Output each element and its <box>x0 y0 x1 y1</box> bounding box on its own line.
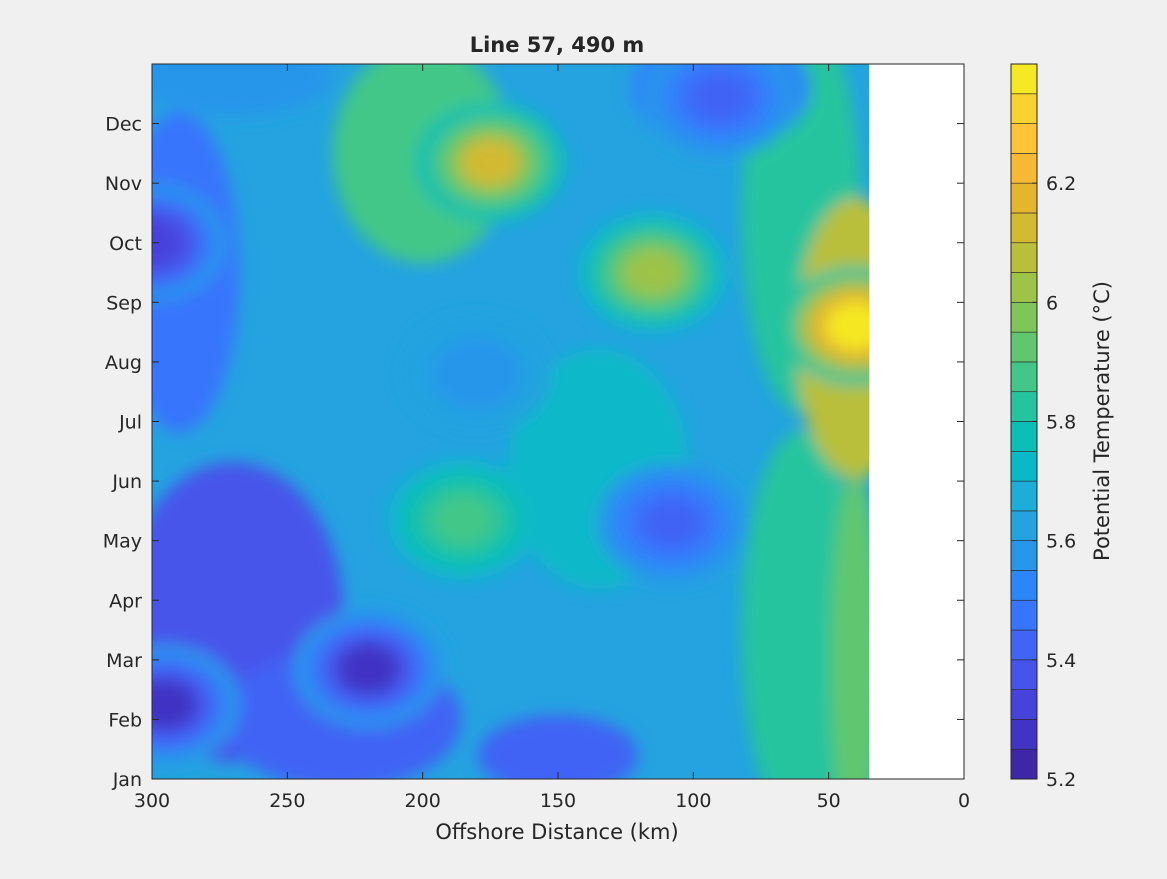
contour-features <box>152 64 870 779</box>
x-tick-label: 0 <box>958 790 970 812</box>
x-tick-label: 300 <box>134 790 170 812</box>
contour-feature-5-level-3 <box>433 495 494 544</box>
chart-title: Line 57, 490 m <box>470 33 645 57</box>
x-tick-label: 50 <box>817 790 841 812</box>
y-tick-label: Jun <box>111 471 142 493</box>
y-tick-label: Oct <box>109 233 142 255</box>
contour-feature-3-level-3 <box>460 138 521 187</box>
colorbar-segment <box>1010 510 1038 541</box>
y-tick-label: May <box>103 531 142 553</box>
colorbar-segment <box>1010 659 1038 690</box>
contour-feature-7-level-3 <box>446 349 507 398</box>
colorbar-tick-label: 5.6 <box>1046 531 1076 553</box>
contour-wash-6 <box>478 715 638 779</box>
colorbar-segment <box>1010 93 1038 124</box>
contour-feature-2-level-3 <box>338 644 399 693</box>
colorbar-segment <box>1010 331 1038 363</box>
x-tick-label: 100 <box>675 790 711 812</box>
x-axis: 300 250 200 150 100 50 0 <box>134 64 970 812</box>
colorbar-tick-label: 5.4 <box>1046 650 1076 672</box>
colorbar-segment <box>1010 391 1038 422</box>
colorbar-segment <box>1010 421 1038 452</box>
contour-wash-3 <box>830 469 870 779</box>
colorbar-segment <box>1010 480 1038 512</box>
x-tick-label: 250 <box>269 790 305 812</box>
colorbar-segment <box>1010 242 1038 273</box>
y-tick-label: Feb <box>108 709 142 731</box>
y-tick-label: Aug <box>105 352 142 374</box>
y-tick-label: Jul <box>118 412 142 434</box>
colorbar-tick-label: 6.2 <box>1046 173 1076 195</box>
colorbar-segment <box>1010 748 1038 780</box>
y-axis: Jan Feb Mar Apr May Jun Jul Aug Sep Oct Nov Dec <box>103 114 964 791</box>
contour-field <box>152 64 870 779</box>
colorbar-segment <box>1010 63 1038 95</box>
colorbar-segment <box>1010 361 1038 393</box>
colorbar-segment <box>1010 689 1038 720</box>
contour-feature-4-level-3 <box>622 248 683 297</box>
contour-feature-9-level-3 <box>690 72 751 121</box>
colorbar-segment <box>1010 272 1038 303</box>
colorbar-segment <box>1010 719 1038 750</box>
contour-feature-6-level-3 <box>641 498 702 547</box>
colorbar-segment <box>1010 182 1038 214</box>
colorbar-segment <box>1010 153 1038 184</box>
colorbar-tick-label: 5.8 <box>1046 412 1076 434</box>
x-tick-label: 150 <box>540 790 576 812</box>
colorbar-segment <box>1010 123 1038 154</box>
y-tick-label: Mar <box>106 650 142 672</box>
colorbar: 5.2 5.4 5.6 5.8 6 6.2 <box>1010 63 1076 791</box>
colorbar-segment <box>1010 450 1038 482</box>
colorbar-segment <box>1010 570 1038 601</box>
y-tick-label: Apr <box>109 590 142 612</box>
x-axis-label: Offshore Distance (km) <box>435 820 678 844</box>
y-tick-label: Nov <box>105 173 142 195</box>
x-tick-label: 200 <box>405 790 441 812</box>
y-tick-label: Dec <box>105 114 142 136</box>
colorbar-tick-label: 5.2 <box>1046 769 1076 791</box>
y-tick-label: Jan <box>112 769 142 791</box>
colorbar-segment <box>1010 540 1038 571</box>
colorbar-segment <box>1010 302 1038 333</box>
colorbar-tick-label: 6 <box>1046 292 1058 314</box>
contour-feature-1-level-3 <box>152 680 196 729</box>
contour-wash-9 <box>152 64 334 116</box>
colorbar-label: Potential Temperature (°C) <box>1090 281 1114 561</box>
colorbar-segment <box>1010 629 1038 661</box>
colorbar-segment <box>1010 599 1038 631</box>
contour-feature-8-level-3 <box>825 302 870 351</box>
y-tick-label: Sep <box>106 292 142 314</box>
colorbar-segment <box>1010 212 1038 244</box>
contour-feature-0-level-3 <box>152 218 182 267</box>
